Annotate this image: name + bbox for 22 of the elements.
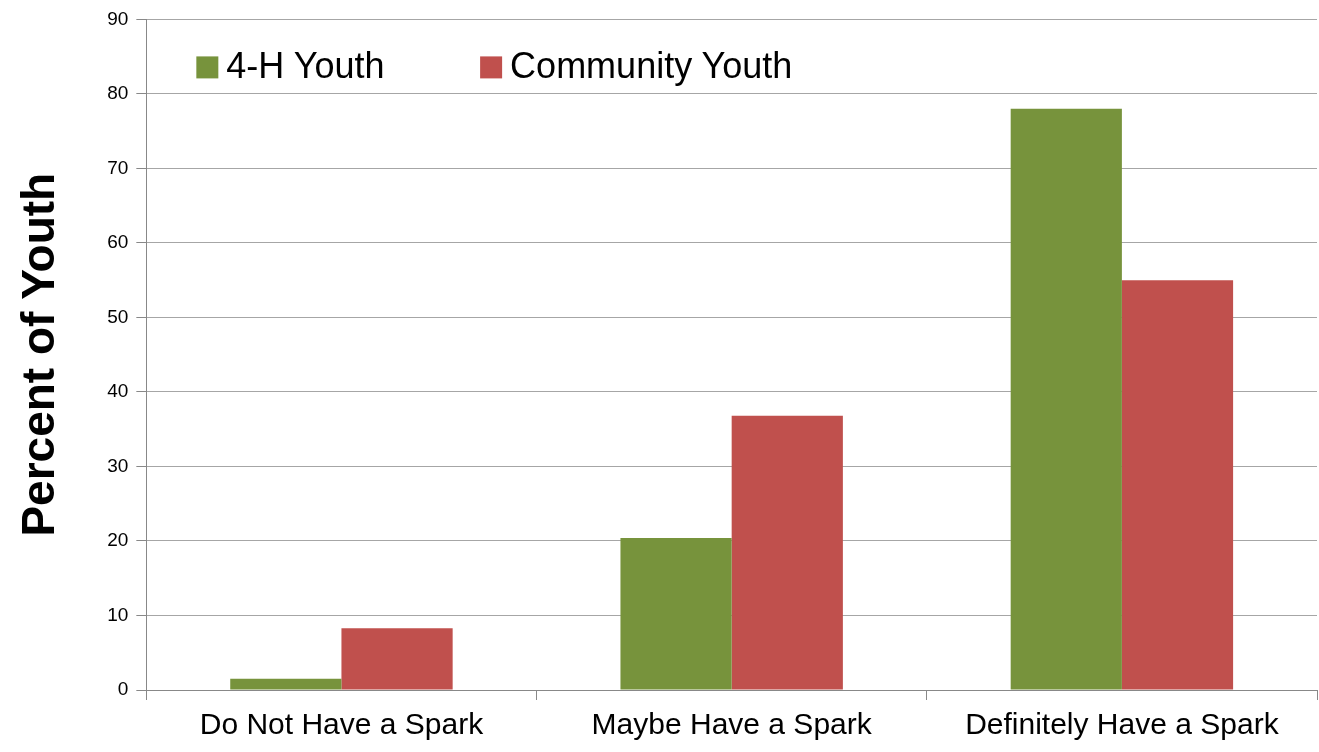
bar: [1121, 280, 1234, 690]
y-tick-label: 60: [107, 231, 129, 253]
y-tick-label: 30: [107, 454, 129, 476]
bar: [341, 628, 453, 690]
legend-label: 4-H Youth: [226, 45, 385, 87]
y-tick-label: 0: [117, 678, 129, 700]
bar: [1010, 108, 1122, 690]
x-tick-label: Maybe Have a Spark: [591, 707, 873, 741]
y-tick-label: 20: [107, 529, 129, 551]
y-axis-title: Percent of Youth: [12, 172, 65, 537]
y-tick-label: 90: [107, 7, 129, 29]
x-tick-label: Do Not Have a Spark: [199, 707, 485, 741]
x-tick-label: Definitely Have a Spark: [965, 707, 1280, 741]
y-tick-label: 70: [107, 156, 129, 178]
y-tick-label: 40: [107, 380, 129, 402]
bar: [230, 678, 342, 690]
y-tick-label: 50: [107, 305, 129, 327]
y-tick-label: 80: [107, 82, 129, 104]
bar: [731, 415, 843, 690]
legend-label: Community Youth: [510, 45, 793, 87]
bar: [620, 538, 732, 690]
y-tick-label: 10: [107, 603, 129, 625]
